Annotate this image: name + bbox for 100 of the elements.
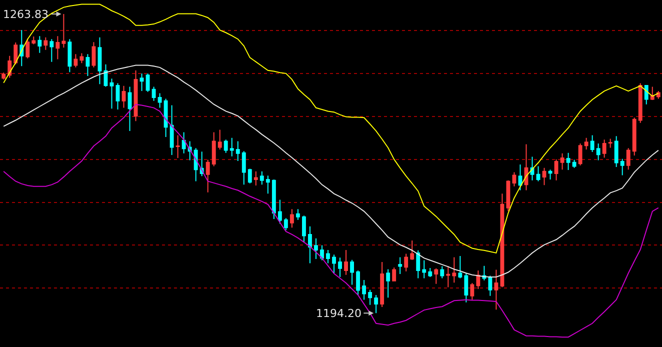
candlestick xyxy=(224,139,228,154)
candlestick xyxy=(524,144,528,191)
candlestick xyxy=(470,282,474,300)
candlestick xyxy=(284,218,288,231)
candlestick xyxy=(176,134,180,159)
candlestick xyxy=(356,270,360,296)
candlestick xyxy=(122,85,126,108)
candlestick xyxy=(278,199,282,224)
candlestick xyxy=(392,267,396,282)
candlestick xyxy=(110,78,114,110)
candlestick xyxy=(644,84,648,105)
candlestick xyxy=(620,158,624,176)
candlestick xyxy=(344,249,348,276)
candlestick xyxy=(98,36,102,85)
candlestick xyxy=(554,158,558,181)
candlestick xyxy=(572,159,576,168)
candlestick xyxy=(440,266,444,279)
candlestick xyxy=(182,132,186,154)
candlestick xyxy=(518,164,522,191)
candlestick xyxy=(506,180,510,212)
candlestick xyxy=(80,52,84,64)
candlestick xyxy=(326,249,330,264)
candlestick xyxy=(302,215,306,243)
candlestick xyxy=(254,170,258,186)
annotation: 1263.83 xyxy=(3,8,48,21)
candlestick xyxy=(422,260,426,279)
candlestick xyxy=(236,140,240,162)
candlestick xyxy=(446,266,450,288)
candlestick xyxy=(38,36,42,54)
candlestick xyxy=(194,148,198,182)
candlestick xyxy=(74,54,78,68)
candlestick xyxy=(2,72,6,80)
candlestick xyxy=(92,42,96,68)
candlestick xyxy=(548,169,552,180)
candlestick xyxy=(596,142,600,161)
candlestick xyxy=(20,30,24,67)
candlestick xyxy=(374,294,378,314)
candlestick xyxy=(542,167,546,186)
candlestick xyxy=(608,138,612,148)
candlestick xyxy=(116,82,120,110)
candlestick xyxy=(410,240,414,260)
candlestick xyxy=(170,104,174,156)
candlestick xyxy=(434,268,438,284)
candlestick xyxy=(338,257,342,278)
candlestick xyxy=(632,117,636,156)
candlestick xyxy=(476,270,480,290)
candlestick xyxy=(44,36,48,50)
candlestick xyxy=(362,280,366,300)
candlestick xyxy=(296,208,300,220)
candlestick xyxy=(86,54,90,77)
candlestick xyxy=(218,129,222,150)
candlestick xyxy=(590,134,594,153)
candlestick xyxy=(146,72,150,92)
candlestick xyxy=(488,275,492,296)
candlestick xyxy=(350,259,354,286)
candlestick xyxy=(320,244,324,261)
candlestick xyxy=(602,139,606,158)
candlestick xyxy=(212,132,216,167)
candlestick xyxy=(230,137,234,157)
candlestick xyxy=(452,256,456,284)
candlestick xyxy=(578,142,582,166)
candlestick xyxy=(62,14,66,48)
candlestick xyxy=(158,92,162,108)
candlestick xyxy=(134,70,138,122)
candlestick xyxy=(248,168,252,184)
candlestick xyxy=(68,38,72,73)
candlestick xyxy=(614,136,618,168)
candlestick xyxy=(626,148,630,170)
candlestick xyxy=(380,261,384,308)
candlestick xyxy=(464,272,468,303)
candlestick xyxy=(500,193,504,288)
candlestick xyxy=(260,170,264,186)
candlestick xyxy=(140,72,144,92)
annotation: 1194.20 xyxy=(316,307,362,320)
candlestick xyxy=(368,289,372,306)
candlestick xyxy=(32,36,36,45)
candlestick xyxy=(332,254,336,274)
candlestick xyxy=(560,152,564,170)
candlestick xyxy=(50,38,54,62)
candlestick xyxy=(566,152,570,171)
candlestick xyxy=(56,36,60,60)
candlestick xyxy=(416,250,420,279)
candlestick xyxy=(494,269,498,310)
candlestick xyxy=(26,38,30,59)
candlestick xyxy=(314,238,318,260)
candlestick xyxy=(650,86,654,101)
candlestick xyxy=(386,268,390,298)
candlestick xyxy=(458,255,462,279)
candlestick xyxy=(512,172,516,187)
candlestick xyxy=(242,150,246,186)
candlestick xyxy=(428,267,432,278)
candlestick xyxy=(266,175,270,194)
candlestick xyxy=(128,86,132,132)
candlestick xyxy=(290,208,294,228)
candlestick xyxy=(308,226,312,264)
candlestick xyxy=(404,253,408,272)
candlestick xyxy=(584,137,588,150)
candlestick xyxy=(164,98,168,138)
candlestick xyxy=(398,256,402,274)
candlestick xyxy=(638,82,642,124)
